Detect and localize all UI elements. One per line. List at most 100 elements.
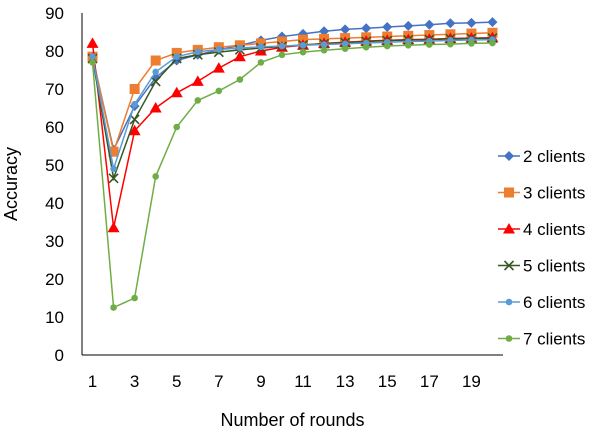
legend-marker bbox=[505, 335, 513, 342]
legend-item: 6 clients bbox=[498, 293, 585, 312]
legend-marker bbox=[504, 187, 514, 198]
y-tick-label: 80 bbox=[45, 42, 64, 61]
data-point bbox=[110, 304, 117, 311]
data-point bbox=[212, 62, 225, 73]
data-point bbox=[445, 18, 456, 29]
data-point bbox=[191, 75, 204, 86]
y-tick-label: 40 bbox=[45, 194, 64, 213]
x-tick-label: 3 bbox=[130, 372, 139, 391]
x-tick-label: 9 bbox=[256, 372, 265, 391]
data-point bbox=[149, 102, 162, 113]
data-point bbox=[341, 45, 349, 53]
y-tick-label: 60 bbox=[45, 118, 64, 137]
series-line bbox=[91, 38, 493, 170]
legend-item: 3 clients bbox=[498, 184, 585, 203]
data-point bbox=[403, 20, 414, 31]
axes bbox=[81, 13, 503, 356]
data-point bbox=[150, 76, 161, 87]
legend-label: 5 clients bbox=[523, 257, 585, 276]
data-point bbox=[86, 37, 99, 48]
legend-label: 4 clients bbox=[523, 220, 585, 239]
data-point bbox=[447, 40, 454, 48]
x-tick-label: 19 bbox=[462, 372, 481, 391]
data-point bbox=[194, 97, 202, 104]
series-line bbox=[91, 36, 493, 228]
data-point bbox=[170, 86, 183, 98]
data-point bbox=[152, 173, 159, 180]
data-point bbox=[341, 40, 349, 48]
data-point bbox=[466, 17, 477, 28]
legend: 2 clients 3 clients 4 clients 5 clients 6 cl… bbox=[498, 147, 585, 349]
data-point bbox=[173, 123, 181, 131]
data-point bbox=[194, 48, 202, 56]
data-point bbox=[233, 50, 246, 62]
data-point bbox=[299, 48, 307, 56]
series-line bbox=[91, 32, 493, 155]
legend-item: 2 clients bbox=[498, 147, 585, 166]
data-point bbox=[320, 46, 328, 54]
data-point bbox=[424, 19, 435, 30]
legend-label: 6 clients bbox=[523, 293, 585, 312]
data-point bbox=[426, 41, 433, 48]
legend-item: 7 clients bbox=[498, 330, 585, 349]
x-tick-label: 7 bbox=[214, 372, 223, 391]
x-tick-label: 13 bbox=[336, 372, 355, 391]
legend-label: 2 clients bbox=[523, 147, 585, 166]
data-point bbox=[340, 24, 351, 35]
series-3 bbox=[86, 31, 499, 233]
data-point bbox=[383, 42, 391, 50]
x-axis-title: Number of rounds bbox=[220, 410, 364, 430]
y-axis-title: Accuracy bbox=[1, 147, 21, 221]
y-tick-label: 30 bbox=[45, 232, 64, 251]
series-4 bbox=[87, 33, 498, 184]
y-tick-label: 0 bbox=[55, 346, 64, 365]
data-point bbox=[131, 100, 138, 108]
legend-item: 5 clients bbox=[498, 257, 585, 276]
data-point bbox=[131, 294, 138, 302]
y-tick-labels: 0 10 20 30 40 50 60 70 80 90 bbox=[45, 4, 64, 365]
data-point bbox=[362, 43, 370, 51]
data-point bbox=[299, 42, 307, 49]
data-point bbox=[254, 45, 267, 56]
series-layer bbox=[86, 17, 499, 311]
data-point bbox=[489, 39, 496, 47]
data-point bbox=[128, 124, 141, 136]
y-tick-label: 70 bbox=[45, 80, 64, 99]
data-point bbox=[129, 84, 140, 94]
series-line bbox=[91, 42, 493, 309]
data-point bbox=[152, 68, 159, 76]
y-tick-label: 50 bbox=[45, 156, 64, 175]
data-point bbox=[404, 42, 412, 49]
data-point bbox=[278, 51, 286, 59]
series-6 bbox=[89, 39, 496, 311]
data-point bbox=[108, 146, 119, 157]
legend-item: 4 clients bbox=[498, 220, 585, 239]
legend-marker bbox=[503, 260, 515, 271]
series-1 bbox=[87, 17, 498, 155]
data-point bbox=[255, 38, 266, 49]
legend-marker bbox=[505, 298, 513, 306]
data-point bbox=[236, 76, 244, 83]
series-5 bbox=[89, 36, 496, 173]
data-point bbox=[320, 41, 328, 48]
data-point bbox=[319, 26, 330, 37]
legend-label: 7 clients bbox=[523, 330, 585, 349]
data-point bbox=[150, 55, 161, 66]
data-point bbox=[107, 221, 120, 233]
data-point bbox=[89, 53, 96, 60]
data-point bbox=[108, 173, 119, 184]
data-point bbox=[257, 43, 265, 51]
data-point bbox=[468, 40, 475, 47]
data-point bbox=[278, 42, 286, 50]
data-point bbox=[257, 59, 265, 66]
x-tick-labels: 1 3 5 7 9 11 13 15 17 19 bbox=[88, 372, 481, 391]
data-point bbox=[173, 53, 181, 60]
data-point bbox=[361, 23, 372, 34]
data-point bbox=[129, 114, 140, 125]
legend-marker bbox=[504, 151, 514, 161]
data-point bbox=[215, 46, 223, 53]
x-tick-label: 11 bbox=[294, 372, 312, 391]
legend-label: 3 clients bbox=[523, 184, 585, 203]
x-tick-label: 1 bbox=[88, 372, 97, 391]
